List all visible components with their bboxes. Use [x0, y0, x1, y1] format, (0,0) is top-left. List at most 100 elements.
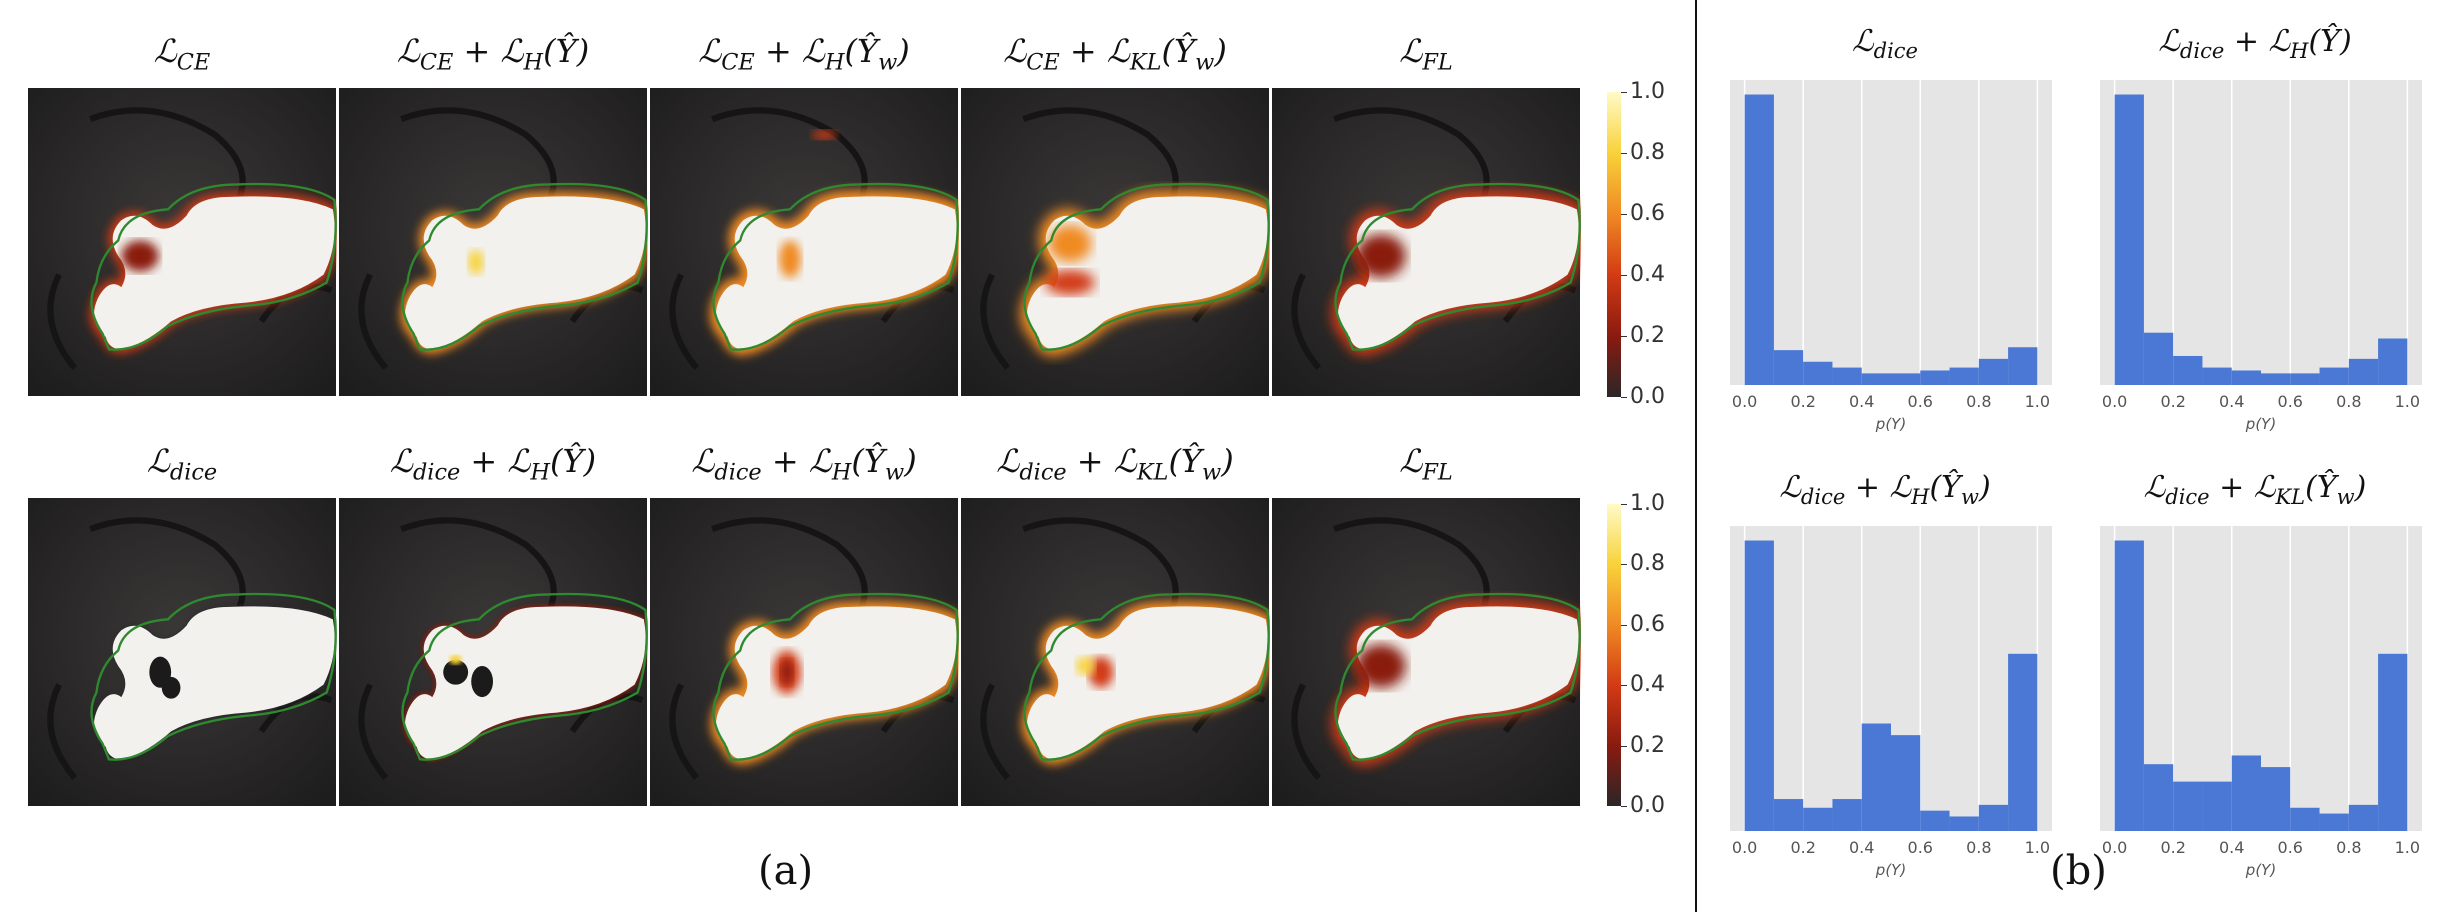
histogram-bar	[2173, 355, 2203, 385]
histogram-bar	[2348, 804, 2379, 831]
histogram-plot: 0.0 0.2 0.4 0.6 0.8 1.0 p(Y)	[2100, 80, 2422, 433]
panel-divider	[1695, 0, 1697, 912]
histogram-bar	[2008, 653, 2038, 831]
row1-title-3: ℒCE + ℒH(Ŷw)	[698, 32, 910, 76]
row2-image-1	[28, 498, 337, 806]
colorbar-row1-tick-mark	[1621, 336, 1627, 337]
colorbar-row2	[1607, 504, 1621, 806]
x-tick-label: 1.0	[2395, 392, 2420, 411]
colorbar-row1-tick-label: 0.4	[1630, 262, 1665, 287]
colorbar-row1-tick-mark	[1621, 214, 1627, 215]
histogram-1: ℒdice 0.0 0.2 0.4 0.6 0.8 1.0 p(Y)	[1700, 0, 2070, 440]
colorbar-row1-tick-label: 0.8	[1630, 140, 1665, 165]
colorbar-row1	[1607, 92, 1621, 397]
x-tick-label: 0.8	[2336, 392, 2361, 411]
x-tick-label: 0.0	[2102, 838, 2127, 857]
colorbar-row1-tick-mark	[1621, 92, 1627, 93]
x-tick-label: 0.2	[1790, 392, 1815, 411]
histogram-bar	[1978, 358, 2009, 385]
row2-title-2: ℒdice + ℒH(Ŷ)	[389, 442, 597, 486]
x-axis-label: p(Y)	[2245, 861, 2276, 879]
x-tick-label: 0.4	[2219, 838, 2244, 857]
x-tick-label: 0.4	[1849, 838, 1874, 857]
histogram-bar	[2008, 347, 2038, 385]
colorbar-row2-tick-label: 1.0	[1630, 491, 1665, 516]
x-tick-label: 1.0	[2395, 838, 2420, 857]
row1-title-5: ℒFL	[1399, 32, 1453, 76]
row2-title-5: ℒFL	[1399, 442, 1453, 486]
colorbar-row1-tick-mark	[1621, 275, 1627, 276]
histogram-bar	[2378, 338, 2408, 385]
histogram-bar	[2114, 94, 2144, 386]
x-axis-label: p(Y)	[2245, 415, 2276, 433]
histogram-bar	[1773, 799, 1804, 831]
histogram-plot: 0.0 0.2 0.4 0.6 0.8 1.0 p(Y)	[1730, 526, 2052, 879]
x-tick-label: 0.6	[1908, 392, 1933, 411]
row2-image-2	[339, 498, 648, 806]
histogram-title: ℒdice	[1852, 24, 1918, 63]
row2-image-5	[1272, 498, 1581, 806]
histogram-bar	[1891, 735, 1921, 831]
x-tick-label: 0.6	[2278, 838, 2303, 857]
colorbar-row2-tick-mark	[1621, 806, 1627, 807]
colorbar-row2-tick-label: 0.6	[1630, 611, 1665, 637]
row2-image-4	[961, 498, 1270, 806]
histogram-bar	[1978, 804, 2009, 831]
histogram-bar	[2114, 540, 2144, 831]
histogram-bar	[2231, 370, 2261, 385]
row1-image-2	[339, 88, 648, 396]
colorbar-row1-tick-mark	[1621, 397, 1627, 398]
colorbar-row2-tick-mark	[1621, 745, 1627, 747]
histogram-bar	[1891, 373, 1921, 385]
colorbar-row2-tick-label: 0.2	[1630, 732, 1665, 758]
row2-title-1: ℒdice	[146, 442, 218, 486]
row1-title-2: ℒCE + ℒH(Ŷ)	[396, 32, 590, 76]
histogram-plot: 0.0 0.2 0.4 0.6 0.8 1.0 p(Y)	[1730, 80, 2052, 433]
histogram-bar	[1803, 807, 1833, 831]
x-tick-label: 0.0	[1732, 838, 1757, 857]
histogram-bar	[1949, 367, 1979, 385]
x-tick-label: 0.4	[2219, 392, 2244, 411]
x-tick-label: 0.8	[1966, 838, 1991, 857]
colorbar-row1-tick-mark	[1621, 153, 1627, 154]
panel-a: ℒCE ℒCE + ℒH(Ŷ) ℒCE + ℒH(Ŷw) ℒCE + ℒKL(Ŷw) ℒ…	[28, 32, 1665, 894]
row1-image-4	[961, 88, 1270, 396]
colorbar-row2-tick-label: 0.4	[1630, 672, 1665, 698]
histogram-bar	[2143, 332, 2174, 385]
colorbar-row1-tick-label: 0.0	[1630, 384, 1665, 409]
histogram-bar	[1803, 361, 1833, 385]
histogram-bar	[2290, 373, 2320, 385]
x-tick-label: 0.2	[2160, 392, 2185, 411]
histogram-bar	[2231, 755, 2261, 831]
row1-title-1: ℒCE	[153, 32, 211, 76]
x-tick-label: 0.0	[2102, 392, 2127, 411]
histogram-bar	[1861, 373, 1891, 385]
row2-title-4: ℒdice + ℒKL(Ŷw)	[996, 442, 1234, 486]
histogram-bar	[1773, 350, 1804, 385]
histogram-bar	[2261, 767, 2291, 831]
row2-image-3	[650, 498, 959, 806]
colorbar-row1-tick-label: 0.6	[1630, 201, 1665, 226]
colorbar-row2-tick-label: 0.8	[1630, 551, 1665, 577]
x-tick-label: 0.8	[1966, 392, 1991, 411]
histogram-bar	[1920, 810, 1950, 831]
histogram-4: ℒdice + ℒKL(Ŷw) 0.0 0.2 0.4 0.6 0.8 1.0 p(Y)	[2070, 446, 2440, 886]
histogram-bar	[2319, 367, 2349, 385]
histogram-3: ℒdice + ℒH(Ŷw) 0.0 0.2 0.4 0.6 0.8 1.0 p(Y)	[1700, 446, 2070, 886]
histogram-bar	[2202, 781, 2232, 831]
panel-b-label: (b)	[2050, 848, 2107, 894]
histogram-bar	[1861, 723, 1891, 831]
colorbar-row1-tick-label: 1.0	[1630, 79, 1665, 104]
row1-image-5	[1272, 88, 1581, 396]
x-tick-label: 0.0	[1732, 392, 1757, 411]
histogram-bar	[2173, 781, 2203, 831]
histogram-bar	[1920, 370, 1950, 385]
row1-title-4: ℒCE + ℒKL(Ŷw)	[1003, 32, 1227, 76]
x-axis-label: p(Y)	[1875, 415, 1906, 433]
histogram-bar	[2290, 807, 2320, 831]
x-tick-label: 0.2	[2160, 838, 2185, 857]
histogram-2: ℒdice + ℒH(Ŷ) 0.0 0.2 0.4 0.6 0.8 1.0 p(Y)	[2070, 0, 2440, 440]
x-tick-label: 1.0	[2025, 838, 2050, 857]
histogram-bar	[1744, 540, 1774, 831]
histogram-bar	[2143, 764, 2174, 831]
